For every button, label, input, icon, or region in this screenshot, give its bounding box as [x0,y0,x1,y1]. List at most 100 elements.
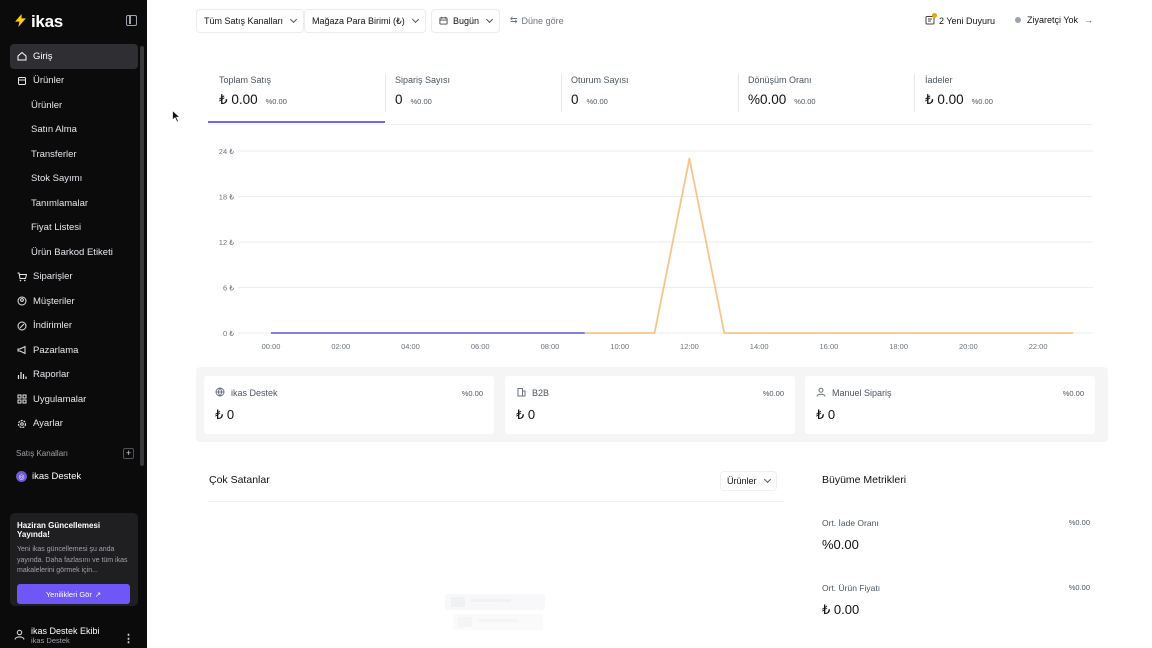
see-updates-button[interactable]: Yenilikleri Gör ↗ [17,584,130,604]
sidebar-item-label: Ürünler [33,75,65,87]
channel-card-pct: %0.00 [1062,388,1084,398]
currency-filter[interactable]: Mağaza Para Birimi (₺) [304,9,426,33]
chart-y-tick-label: 0 ₺ [223,329,234,338]
date-filter[interactable]: Bugün [431,9,501,33]
chart-y-tick-label: 12 ₺ [219,238,234,247]
discount-icon [17,321,27,331]
sidebar-item-label: Giriş [33,50,53,62]
metric-value: %0.00 [748,92,787,107]
metric-label: Dönüşüm Oranı [748,75,812,85]
calendar-icon [439,16,448,27]
sidebar-item-musteriler[interactable]: Müşteriler [10,289,138,314]
chart-series-line-1[interactable] [584,157,1073,334]
customers-icon [17,296,27,306]
growth-label: Ort. İade Oranı [822,518,879,528]
box-icon [17,76,27,86]
sidebar-item-label: Ürün Barkod Etiketi [31,246,113,258]
growth-avg-product-price[interactable]: Ort. Ürün Fiyatı %0.00 ₺ 0.00 [822,583,1090,618]
sidebar-item-label: Stok Sayımı [31,173,83,185]
sidebar-channel-ikas-destek[interactable]: ◎ ikas Destek [16,471,81,482]
channel-cards: ikas Destek %0.00 ₺ 0 B2B %0.00 ₺ 0 Manu… [196,367,1108,442]
sidebar-item-giris[interactable]: Giriş [10,44,138,69]
chart-x-tick-label: 10:00 [610,342,629,351]
channel-card-name: B2B [532,388,550,398]
best-sellers-filter[interactable]: Ürünler [720,471,777,491]
visitors-label: Ziyaretçi Yok [1027,15,1079,25]
chart-x-tick-label: 02:00 [331,342,350,351]
cart-icon [17,272,27,282]
kebab-menu-icon[interactable]: ⋮ [123,633,134,645]
channel-label: ikas Destek [32,471,82,482]
channel-card-pct: %0.00 [461,388,483,398]
chart-y-tick-label: 24 ₺ [219,147,234,156]
see-updates-label: Yenilikleri Gör [45,589,92,599]
channel-card-ikas-destek[interactable]: ikas Destek %0.00 ₺ 0 [204,376,494,434]
channel-card-name: ikas Destek [231,388,278,398]
sidebar-scrollbar[interactable] [140,46,144,466]
megaphone-icon [17,345,27,355]
sidebar-item-raporlar[interactable]: Raporlar [10,363,138,388]
metric-returns[interactable]: İadeler ₺ 0.00 %0.00 [925,70,993,124]
sidebar-item-uygulamalar[interactable]: Uygulamalar [10,387,138,412]
sidebar-subitem-urun-barkod-etiketi[interactable]: Ürün Barkod Etiketi [10,240,138,265]
sidebar-item-ayarlar[interactable]: Ayarlar [10,412,138,437]
metric-session-count[interactable]: Oturum Sayısı 0 %0.00 [571,70,629,124]
channel-card-value: ₺ 0 [816,407,836,422]
sidebar-item-label: Fiyat Listesi [31,222,82,234]
sales-chart: 0 ₺ 6 ₺ 12 ₺ 18 ₺ 24 ₺ 00:00 02:00 04:00 06:00 08… [219,147,1093,351]
live-visitors-button[interactable]: Ziyaretçi Yok → [1015,15,1093,25]
chart-x-tick-label: 18:00 [889,342,908,351]
building-icon [516,387,526,399]
growth-pct: %0.00 [1068,583,1090,592]
metric-value: 0 [571,92,579,107]
metric-conversion-rate[interactable]: Dönüşüm Oranı %0.00 %0.00 [748,70,816,124]
chart-x-tick-label: 22:00 [1029,342,1048,351]
best-sellers-divider [208,501,784,502]
sidebar-item-urunler[interactable]: Ürünler [10,69,138,94]
add-channel-button[interactable]: + [123,448,134,459]
user-menu[interactable]: ikas Destek Ekibi ikas Destek ⋮ [14,626,134,645]
chart-x-tick-label: 16:00 [820,342,839,351]
date-filter-label: Bugün [453,16,480,26]
channel-card-b2b[interactable]: B2B %0.00 ₺ 0 [505,376,795,434]
top-bar: Tüm Satış Kanalları Mağaza Para Birimi (… [147,0,1152,43]
metric-order-count[interactable]: Sipariş Sayısı 0 %0.00 [395,70,450,124]
sidebar-item-pazarlama[interactable]: Pazarlama [10,338,138,363]
growth-avg-return-rate[interactable]: Ort. İade Oranı %0.00 %0.00 [822,518,1090,552]
best-sellers-title: Çok Satanlar [209,474,270,486]
metrics-divider [208,124,1092,125]
mouse-cursor-icon [172,110,181,123]
sales-channels-title: Satış Kanalları [16,449,69,458]
reports-icon [17,370,27,380]
sidebar-subitem-transferler[interactable]: Transferler [10,142,138,167]
compare-label: Düne göre [521,15,564,26]
metric-value: ₺ 0.00 [219,92,258,107]
growth-value: ₺ 0.00 [822,602,860,617]
metrics-row: Toplam Satış ₺ 0.00 %0.00 Sipariş Sayısı … [208,70,1092,124]
metric-total-sales[interactable]: Toplam Satış ₺ 0.00 %0.00 [219,70,287,124]
sidebar-item-indirimler[interactable]: İndirimler [10,314,138,339]
brand-logo[interactable]: ikas [14,12,63,32]
sidebar-subitem-tanimlamalar[interactable]: Tanımlamalar [10,191,138,216]
arrow-up-right-icon: ↗ [94,589,102,599]
compare-toggle[interactable]: ⇆ Düne göre [510,15,564,26]
sidebar-item-label: Tanımlamalar [31,197,89,209]
chart-x-tick-label: 08:00 [541,342,560,351]
sidebar-subitem-urunler[interactable]: Ürünler [10,93,138,118]
sidebar-item-label: Ayarlar [33,418,63,430]
growth-value: %0.00 [822,537,859,552]
channel-card-manuel-siparis[interactable]: Manuel Sipariş %0.00 ₺ 0 [805,376,1095,434]
sales-channel-filter-label: Tüm Satış Kanalları [204,16,284,26]
sidebar-subitem-stok-sayimi[interactable]: Stok Sayımı [10,167,138,192]
sales-channels-header: Satış Kanalları + [16,448,134,459]
empty-state-illustration [445,594,545,630]
sidebar-collapse-icon[interactable] [126,15,137,26]
sidebar-subitem-fiyat-listesi[interactable]: Fiyat Listesi [10,216,138,241]
sidebar-subitem-satin-alma[interactable]: Satın Alma [10,118,138,143]
sidebar-item-siparisler[interactable]: Siparişler [10,265,138,290]
metric-label: Toplam Satış [219,75,272,85]
globe-icon [215,387,225,399]
chart-x-tick-label: 20:00 [959,342,978,351]
sales-channel-filter[interactable]: Tüm Satış Kanalları [196,9,305,33]
announcements-button[interactable]: 2 Yeni Duyuru [925,13,995,27]
